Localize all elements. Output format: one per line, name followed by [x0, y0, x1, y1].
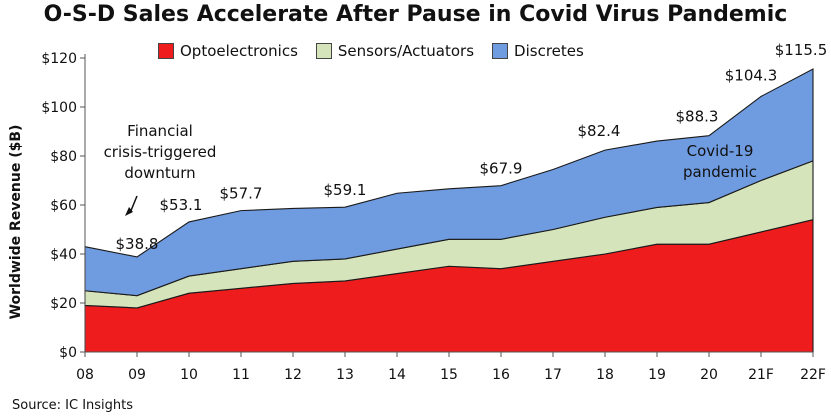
x-tick-label: 20	[700, 367, 718, 383]
y-tick-label: $80	[50, 149, 77, 165]
annotation-arrow-head	[125, 207, 133, 216]
x-tick-label: 16	[492, 367, 510, 383]
value-label: $67.9	[480, 160, 523, 178]
legend-label-sensors: Sensors/Actuators	[337, 42, 475, 60]
legend-label-discretes: Discretes	[514, 42, 584, 60]
x-tick-label: 08	[76, 367, 94, 383]
x-tick-label: 14	[388, 367, 406, 383]
area-layers	[84, 68, 814, 353]
y-tick-label: $60	[50, 198, 77, 214]
annotation-covid-line: pandemic	[683, 163, 757, 181]
x-tick-label: 09	[128, 367, 146, 383]
source-note: Source: IC Insights	[12, 398, 134, 413]
y-tick-label: $20	[50, 296, 77, 312]
y-tick-label: $40	[50, 247, 77, 263]
x-tick-label: 21F	[748, 367, 774, 383]
annotation-crisis-line: downturn	[124, 164, 195, 182]
value-label: $53.1	[160, 196, 203, 214]
legend-swatch-discretes	[492, 43, 509, 59]
legend-item-discretes: Discretes	[492, 42, 584, 60]
y-axis-label: Worldwide Revenue ($B)	[8, 125, 24, 320]
y-tick-label: $120	[41, 51, 77, 67]
y-tick-label: $0	[59, 345, 77, 361]
x-tick-label: 18	[596, 367, 614, 383]
value-label: $115.5	[775, 41, 828, 59]
value-label: $57.7	[220, 185, 263, 203]
x-tick-label: 12	[284, 367, 302, 383]
annotation-crisis-line: crisis-triggered	[104, 143, 217, 161]
chart-axes: $0 $20 $40 $60 $80 $100 $120 08 09 10 11 12 13 14 15 16…	[41, 51, 826, 383]
x-tick-label: 19	[648, 367, 666, 383]
x-tick-label: 15	[440, 367, 458, 383]
value-label: $82.4	[578, 122, 621, 140]
annotation-crisis-line: Financial	[127, 122, 193, 140]
chart-title: O-S-D Sales Accelerate After Pause in Co…	[43, 2, 788, 27]
area-discretes	[84, 68, 814, 297]
annotation-covid-line: Covid-19	[687, 142, 754, 160]
chart-legend: Optoelectronics Sensors/Actuators Discre…	[158, 40, 584, 62]
value-label: $88.3	[676, 108, 719, 126]
value-label: $59.1	[324, 181, 367, 199]
value-label: $38.8	[116, 235, 159, 253]
x-tick-label: 10	[180, 367, 198, 383]
x-tick-label: 17	[544, 367, 562, 383]
legend-item-sensors: Sensors/Actuators	[315, 42, 475, 60]
chart-labels: $38.8 $53.1 $57.7 $59.1 $67.9 $82.4 $88.3 $104.…	[104, 41, 828, 253]
x-tick-label: 22F	[800, 367, 826, 383]
y-tick-label: $100	[41, 100, 77, 116]
legend-item-optoelectronics: Optoelectronics	[158, 42, 298, 60]
legend-label-optoelectronics: Optoelectronics	[180, 42, 298, 60]
value-label: $104.3	[725, 66, 778, 84]
x-tick-label: 13	[336, 367, 354, 383]
legend-swatch-optoelectronics	[158, 43, 174, 59]
legend-swatch-sensors	[315, 43, 332, 59]
x-tick-label: 11	[232, 367, 250, 383]
